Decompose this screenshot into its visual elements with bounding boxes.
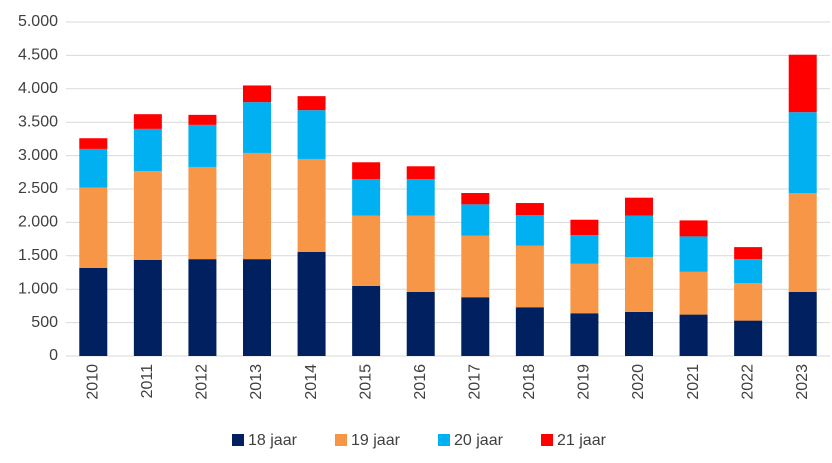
bar-segment: [352, 215, 381, 286]
bar-segment: [734, 247, 763, 260]
bar-segment: [515, 215, 544, 246]
bar-segment: [461, 235, 490, 298]
x-tick-label: 2023: [794, 364, 811, 400]
x-tick-label: 2013: [248, 364, 265, 400]
bar-segment: [734, 283, 763, 321]
bar-segment: [788, 54, 817, 113]
bar-segment: [515, 203, 544, 216]
bar-segment: [788, 112, 817, 194]
x-tick-label: 2016: [412, 364, 429, 400]
x-tick-label: 2021: [685, 364, 702, 400]
bar-segment: [188, 124, 217, 167]
legend-swatch: [335, 434, 347, 446]
bar-segment: [79, 267, 108, 356]
bar-segment: [243, 152, 271, 260]
bar-segment: [625, 311, 653, 356]
bar-segment: [79, 187, 108, 268]
x-tick-label: 2015: [357, 364, 374, 400]
bar-segment: [788, 193, 817, 292]
bar-segment: [133, 128, 162, 171]
bar-segment: [297, 96, 326, 111]
y-tick-label: 1.000: [18, 280, 58, 297]
y-tick-label: 3.500: [18, 113, 58, 130]
bar-segment: [515, 307, 544, 356]
x-tick-label: 2020: [630, 364, 647, 400]
bar-segment: [79, 138, 108, 149]
bar-segment: [352, 285, 381, 356]
bar-segment: [734, 259, 763, 284]
bar-segment: [570, 263, 599, 314]
y-tick-label: 500: [31, 314, 58, 331]
bar-segment: [625, 197, 653, 216]
legend-label: 18 jaar: [248, 432, 298, 449]
bar-segment: [679, 314, 708, 356]
bar-segment: [352, 178, 381, 216]
y-tick-label: 2.500: [18, 180, 58, 197]
bar-segment: [406, 166, 435, 179]
bar-segment: [297, 158, 326, 252]
y-tick-label: 4.500: [18, 47, 58, 64]
bar-segment: [679, 271, 708, 315]
bar-segment: [133, 114, 162, 129]
y-tick-label: 2.000: [18, 214, 58, 231]
y-tick-label: 5.000: [18, 13, 58, 30]
bar-segment: [133, 170, 162, 260]
bar-segment: [297, 110, 326, 159]
bar-segment: [188, 166, 217, 260]
bar-segment: [188, 259, 217, 356]
bar-segment: [406, 291, 435, 356]
bar-segment: [570, 313, 599, 356]
legend-swatch: [541, 434, 553, 446]
bar-segment: [461, 297, 490, 356]
bar-segment: [734, 320, 763, 356]
x-tick-label: 2018: [521, 364, 538, 400]
bar-segment: [570, 219, 599, 236]
y-tick-label: 0: [49, 347, 58, 364]
legend-swatch: [438, 434, 450, 446]
x-tick-label: 2014: [303, 364, 320, 400]
bar-segment: [133, 259, 162, 356]
x-tick-label: 2011: [139, 364, 156, 399]
bar-segment: [297, 251, 326, 356]
legend-label: 19 jaar: [351, 432, 401, 449]
bar-segment: [79, 148, 108, 188]
bar-segment: [625, 215, 653, 258]
x-tick-label: 2022: [739, 364, 756, 400]
bar-segment: [461, 204, 490, 236]
x-tick-label: 2019: [576, 364, 593, 400]
y-tick-label: 3.000: [18, 147, 58, 164]
y-tick-label: 1.500: [18, 247, 58, 264]
x-tick-label: 2010: [85, 364, 102, 400]
bar-segment: [243, 102, 271, 153]
bar-segment: [461, 193, 490, 205]
bar-segment: [188, 114, 217, 125]
bar-segment: [243, 259, 271, 356]
bar-segment: [788, 291, 817, 356]
x-tick-label: 2012: [194, 364, 211, 400]
bar-segment: [570, 235, 599, 264]
bar-segment: [515, 245, 544, 308]
bar-segment: [679, 220, 708, 237]
y-tick-label: 4.000: [18, 80, 58, 97]
bar-segment: [243, 85, 271, 103]
bar-segment: [406, 215, 435, 292]
bar-segment: [352, 162, 381, 179]
legend-label: 20 jaar: [454, 432, 504, 449]
legend-label: 21 jaar: [557, 432, 607, 449]
bar-segment: [679, 236, 708, 272]
bar-segment: [625, 257, 653, 312]
x-tick-label: 2017: [467, 364, 484, 400]
legend-swatch: [232, 434, 244, 446]
bar-segment: [406, 178, 435, 216]
